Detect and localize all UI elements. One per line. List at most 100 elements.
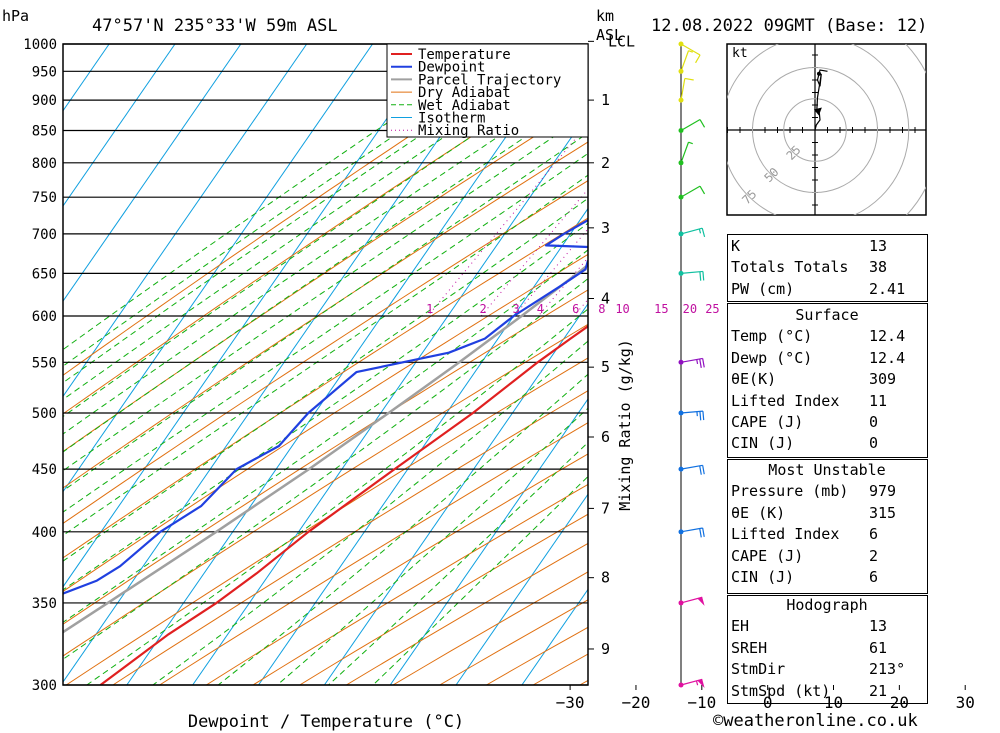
km-tick-label: 3: [601, 219, 610, 237]
wind-barb-shaft: [680, 270, 703, 274]
index-row: StmSpd (kt) 21: [727, 681, 927, 702]
index-label: K: [731, 237, 741, 255]
isotherm-line: [63, 44, 373, 493]
index-label: Lifted Index: [731, 525, 840, 544]
index-label: CAPE (J): [731, 413, 804, 432]
km-unit-label: km: [596, 7, 614, 25]
wind-barb-pennant: [697, 679, 705, 688]
wind-barb: [702, 465, 705, 475]
index-label: SREH: [731, 638, 768, 657]
wind-barb-shaft: [680, 357, 703, 363]
isotherm-line: [455, 493, 588, 685]
dry-adiabat-line: [63, 101, 588, 453]
km-tick-label: LCL: [608, 32, 635, 50]
isotherm-line: [258, 207, 588, 685]
x-tick-label: −20: [622, 693, 651, 712]
pressure-tick-label: 450: [32, 462, 57, 478]
pressure-tick-label: 950: [32, 64, 57, 80]
mixing-ratio-label: 10: [615, 302, 629, 316]
legend-label: Isotherm: [418, 111, 485, 127]
axes: 3003504004505005506006507007508008509009…: [23, 32, 975, 712]
mixing-ratio-label: 2: [479, 302, 486, 316]
temperature-line: [99, 324, 588, 685]
index-value: 979: [869, 482, 897, 501]
surface-indices: Surface Temp (°C) 12.4 Dewp (°C) 12.4 θE(K…: [727, 305, 927, 455]
wind-barb-shaft: [680, 50, 690, 72]
wind-barb-shaft: [680, 43, 701, 56]
index-value: 38: [869, 258, 888, 277]
index-row: θE (K) 315: [727, 503, 927, 524]
isotherm-line: [63, 44, 505, 683]
datetime-title: 12.08.2022 09GMT (Base: 12): [651, 16, 927, 36]
pressure-unit-label: hPa: [2, 7, 29, 25]
wet-adiabat-line: [63, 57, 588, 418]
wind-barb-shaft: [680, 227, 703, 235]
wind-barb: [695, 54, 701, 64]
copyright-footer[interactable]: ©weatheronline.co.uk: [713, 711, 918, 731]
pressure-tick-label: 500: [32, 406, 57, 422]
index-row: CAPE (J) 0: [727, 412, 927, 433]
wind-barb: [699, 358, 702, 368]
pressure-tick-label: 400: [32, 525, 57, 541]
wind-barb: [684, 77, 694, 81]
km-tick-label: 1: [601, 91, 610, 109]
x-tick-label: 20: [890, 693, 909, 712]
index-value: 0: [869, 434, 879, 453]
pressure-tick-label: 350: [32, 596, 57, 612]
dewpoint-line: [63, 218, 588, 595]
mixing-ratio-label: 1: [426, 302, 433, 316]
index-label: θE (K): [731, 503, 786, 522]
mixing-ratio-labels: 1 2 3 4 6 8 10 15 20 25: [426, 302, 720, 316]
wind-barb: [699, 185, 706, 195]
km-tick-label: 9: [601, 640, 610, 658]
index-label: Temp (°C): [731, 327, 813, 346]
hodograph-ring: [752, 67, 878, 193]
isotherm-line: [192, 112, 588, 685]
wind-barb-shaft: [680, 141, 690, 164]
index-row: Pressure (mb) 979: [727, 481, 927, 502]
wet-adiabat-line: [328, 441, 588, 685]
km-tick-label: 5: [601, 358, 610, 376]
mixing-ratio-label: 6: [572, 302, 579, 316]
index-row: Lifted Index 11: [727, 391, 927, 412]
wind-barb-shaft: [680, 527, 703, 533]
index-value: 2.41: [869, 279, 906, 298]
km-tick-label: 8: [601, 569, 610, 587]
pressure-tick-label: 550: [32, 355, 57, 371]
pressure-tick-label: 900: [32, 93, 57, 109]
index-row: K 13: [727, 236, 927, 257]
mixing-ratio-label: 8: [598, 302, 605, 316]
parcel-trajectory-line: [63, 263, 588, 634]
index-label: Pressure (mb): [731, 482, 849, 501]
legend-label: Temperature: [418, 47, 511, 63]
wet-adiabat-line: [63, 44, 584, 401]
index-label: EH: [731, 617, 750, 636]
wind-barb-half: [688, 50, 693, 53]
km-tick-label: 4: [601, 290, 610, 308]
isotherm-line: [323, 302, 588, 685]
index-label: CIN (J): [731, 434, 795, 453]
legend-label: Wet Adiabat: [418, 98, 511, 114]
wet-adiabat-line: [63, 94, 588, 453]
x-axis-title: Dewpoint / Temperature (°C): [188, 712, 464, 732]
wind-barb-shaft: [680, 410, 703, 414]
index-value: 6: [869, 568, 879, 587]
wet-adiabat-line: [276, 407, 588, 685]
dry-adiabat-line: [63, 323, 588, 657]
pressure-tick-label: 650: [32, 266, 57, 282]
index-label: θE(K): [731, 370, 777, 389]
index-value: 309: [869, 370, 897, 389]
wind-barb-half: [688, 141, 693, 145]
dry-adiabat-line: [206, 453, 588, 685]
pressure-tick-label: 750: [32, 190, 57, 206]
dry-adiabat-line: [63, 289, 588, 625]
index-value: 13: [869, 237, 888, 255]
wind-barb: [701, 228, 706, 238]
index-row: PW (cm) 2.41: [727, 279, 927, 300]
index-label: PW (cm): [731, 279, 795, 298]
x-tick-label: −30: [556, 693, 585, 712]
wind-barb: [699, 119, 706, 128]
dry-adiabat-line: [63, 180, 588, 525]
